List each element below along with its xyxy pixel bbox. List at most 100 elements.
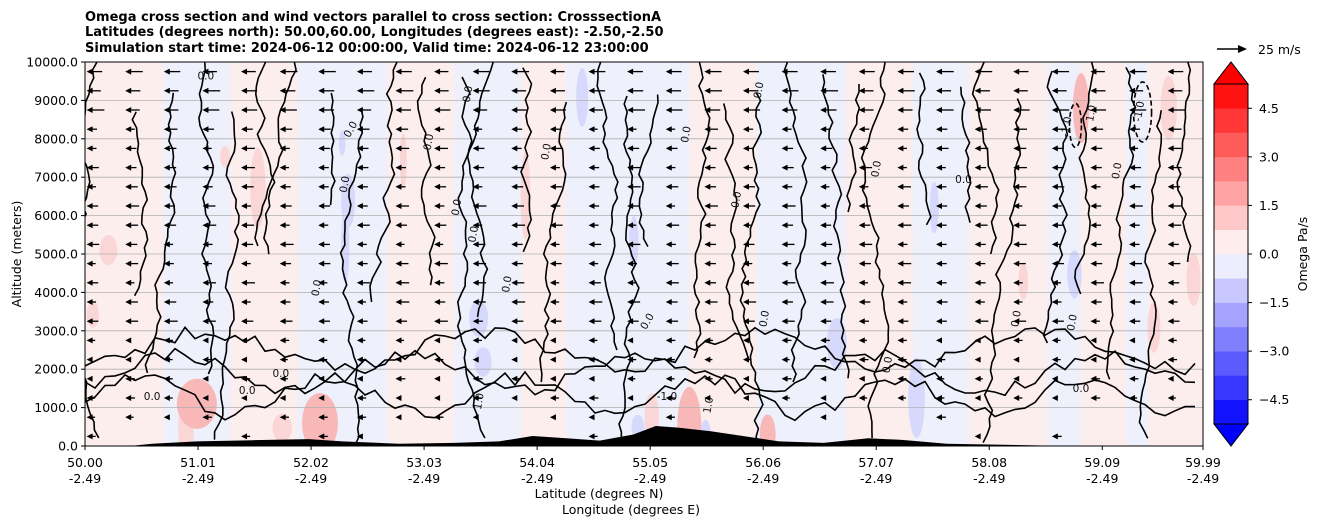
wind-vector [897, 318, 909, 325]
wind-vector-head [1167, 395, 1174, 401]
wind-vector-head [356, 395, 363, 401]
wind-vector-head [434, 126, 441, 133]
wind-vector-head [820, 337, 827, 344]
wind-vector [472, 126, 483, 133]
wind-vector-head [395, 279, 402, 286]
wind-vector [704, 241, 717, 248]
wind-vector [1129, 107, 1147, 113]
wind-vector-head [897, 241, 904, 248]
wind-vector [279, 222, 290, 229]
wind-vector [704, 87, 722, 94]
wind-vector-head [86, 241, 93, 248]
wind-vector-head [395, 87, 402, 94]
wind-vector [820, 279, 834, 286]
wind-vector [820, 222, 832, 229]
wind-vector [279, 260, 292, 267]
wind-vector-head [241, 375, 248, 382]
wind-vector-head [202, 260, 209, 267]
wind-vector [858, 203, 871, 209]
wind-vector-head [472, 356, 479, 363]
wind-vector-head [897, 356, 904, 363]
wind-vector [1129, 395, 1138, 401]
wind-vector [1090, 68, 1105, 75]
wind-vector [1051, 279, 1061, 286]
wind-vector-head [936, 414, 943, 421]
wind-vector [163, 68, 181, 75]
wind-vector-head [897, 337, 904, 344]
wind-vector [86, 164, 99, 171]
wind-vector [395, 395, 402, 401]
wind-vector-head [202, 414, 209, 421]
omega-positive-cell [99, 234, 118, 266]
wind-vector-head [1090, 375, 1097, 382]
wind-vector-head [318, 318, 325, 325]
colorbar-band [1214, 229, 1248, 255]
wind-vector-head [434, 356, 441, 363]
wind-vector [665, 260, 679, 267]
zero-contour [520, 67, 533, 253]
wind-vector [202, 183, 213, 190]
wind-vector-head [549, 183, 556, 190]
wind-vector-head [897, 279, 904, 286]
x-tick-label-lat: 55.05 [632, 455, 668, 470]
wind-vector-head [742, 145, 749, 152]
wind-vector-head [858, 375, 865, 382]
contour-label: 0.0 [422, 133, 437, 152]
wind-vector-head [820, 414, 827, 421]
wind-vector [163, 87, 179, 94]
wind-vector-head [511, 241, 518, 248]
wind-vector [163, 356, 173, 363]
wind-vector [820, 414, 827, 421]
wind-vector [627, 203, 639, 209]
omega-negative-cell [908, 357, 925, 438]
wind-vector-head [704, 87, 711, 94]
wind-vector-head [897, 260, 904, 267]
wind-vector-head [472, 318, 479, 325]
wind-vector [1129, 183, 1141, 190]
x-tick-label-lon: -2.49 [634, 471, 666, 486]
wind-vector-head [627, 87, 634, 94]
wind-vector-head [356, 126, 363, 133]
wind-vector-head [279, 337, 286, 344]
wind-vector-head [318, 260, 325, 267]
wind-vector [1167, 356, 1178, 363]
wind-vector [1051, 222, 1065, 229]
wind-vector-head [1129, 68, 1136, 75]
wind-vector-head [241, 241, 248, 248]
wind-vector-head [936, 145, 943, 152]
wind-vector [936, 241, 947, 248]
wind-vector [781, 107, 798, 113]
wind-vector-head [434, 107, 441, 113]
wind-vector-head [627, 164, 634, 171]
wind-vector-head [742, 107, 749, 113]
wind-vector [356, 87, 375, 94]
wind-vector-head [1051, 279, 1058, 286]
colorbar-band [1214, 84, 1248, 109]
wind-vector [356, 375, 363, 382]
wind-vector-head [549, 356, 556, 363]
wind-vector [858, 145, 868, 152]
wind-vector-head [202, 356, 209, 363]
wind-vector-head [434, 395, 441, 401]
wind-vector [1051, 107, 1070, 113]
wind-vector [549, 145, 564, 152]
wind-vector [858, 241, 873, 248]
wind-vector-head [588, 68, 595, 75]
wind-vector [279, 107, 297, 113]
wind-vector [1167, 375, 1174, 382]
wind-vector [163, 375, 173, 382]
wind-vector-head [858, 356, 865, 363]
zero-contour [329, 92, 336, 206]
wind-vector-head [472, 241, 479, 248]
wind-vector [434, 299, 446, 305]
wind-vector-head [742, 203, 749, 209]
colorbar-band [1214, 181, 1248, 206]
wind-vector [434, 414, 444, 421]
wind-vector [781, 299, 794, 305]
wind-vector-head [936, 107, 943, 113]
wind-vector-head [472, 299, 479, 305]
wind-vector-head [163, 318, 170, 325]
wind-vector-head [241, 279, 248, 286]
wind-vector [511, 299, 526, 305]
wind-vector [279, 203, 292, 209]
